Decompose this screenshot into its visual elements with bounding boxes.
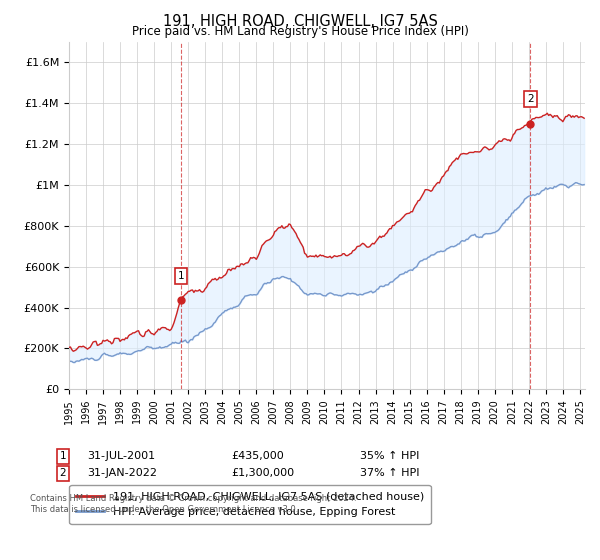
Text: Price paid vs. HM Land Registry's House Price Index (HPI): Price paid vs. HM Land Registry's House … bbox=[131, 25, 469, 38]
Text: 2: 2 bbox=[59, 468, 67, 478]
Text: This data is licensed under the Open Government Licence v3.0.: This data is licensed under the Open Gov… bbox=[30, 505, 298, 514]
Text: 31-JAN-2022: 31-JAN-2022 bbox=[87, 468, 157, 478]
Text: 191, HIGH ROAD, CHIGWELL, IG7 5AS: 191, HIGH ROAD, CHIGWELL, IG7 5AS bbox=[163, 14, 437, 29]
Text: Contains HM Land Registry data © Crown copyright and database right 2024.: Contains HM Land Registry data © Crown c… bbox=[30, 494, 356, 503]
Text: 2: 2 bbox=[527, 94, 533, 104]
Text: 1: 1 bbox=[59, 451, 67, 461]
Text: £1,300,000: £1,300,000 bbox=[231, 468, 294, 478]
Legend: 191, HIGH ROAD, CHIGWELL, IG7 5AS (detached house), HPI: Average price, detached: 191, HIGH ROAD, CHIGWELL, IG7 5AS (detac… bbox=[70, 485, 431, 524]
Text: 1: 1 bbox=[178, 271, 184, 281]
Text: 35% ↑ HPI: 35% ↑ HPI bbox=[360, 451, 419, 461]
Text: 37% ↑ HPI: 37% ↑ HPI bbox=[360, 468, 419, 478]
Text: £435,000: £435,000 bbox=[231, 451, 284, 461]
Text: 31-JUL-2001: 31-JUL-2001 bbox=[87, 451, 155, 461]
